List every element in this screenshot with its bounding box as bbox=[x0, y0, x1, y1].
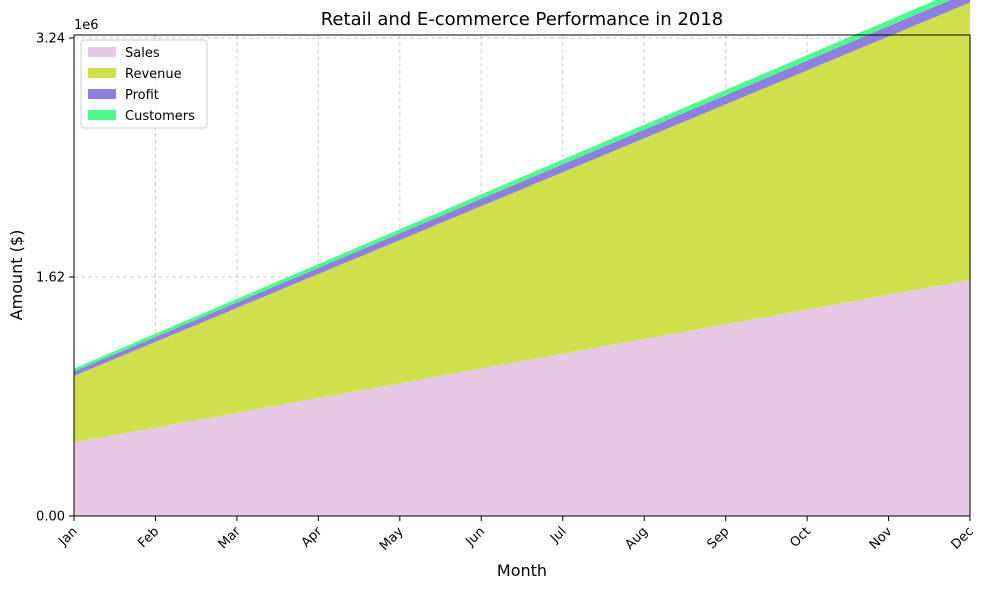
area-sales bbox=[74, 279, 970, 516]
y-axis-label: Amount ($) bbox=[7, 230, 26, 321]
y-tick-label: 1.62 bbox=[36, 270, 65, 285]
legend: Sales Revenue Profit Customers bbox=[80, 39, 208, 129]
legend-box bbox=[80, 39, 208, 129]
y-axis-multiplier: 1e6 bbox=[74, 18, 99, 33]
x-axis-label: Month bbox=[497, 561, 547, 580]
area-layer bbox=[74, 0, 970, 516]
area-customers bbox=[74, 0, 951, 372]
plot-frame bbox=[73, 34, 971, 517]
area-revenue bbox=[74, 2, 970, 443]
legend-swatch-sales bbox=[88, 47, 116, 57]
legend-swatch-profit bbox=[88, 89, 116, 99]
area-profit bbox=[74, 0, 970, 376]
legend-label-profit: Profit bbox=[125, 88, 159, 103]
legend-swatch-customers bbox=[88, 110, 116, 120]
legend-swatch-revenue bbox=[88, 68, 116, 78]
y-tick-label: 0.00 bbox=[36, 510, 65, 525]
legend-label-customers: Customers bbox=[125, 109, 195, 124]
chart-title: Retail and E-commerce Performance in 201… bbox=[321, 9, 724, 30]
y-tick-label: 3.24 bbox=[36, 31, 65, 46]
legend-label-sales: Sales bbox=[125, 46, 160, 61]
legend-label-revenue: Revenue bbox=[125, 67, 182, 82]
legend-items: Sales Revenue Profit Customers bbox=[88, 46, 195, 124]
